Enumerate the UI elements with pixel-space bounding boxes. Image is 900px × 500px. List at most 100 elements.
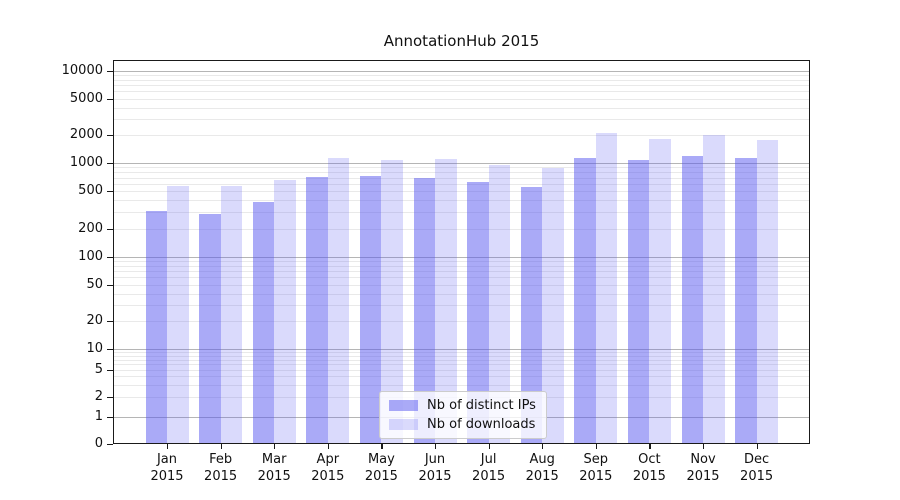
minor-gridline (113, 359, 810, 361)
x-tick-mark (435, 444, 437, 449)
y-tick-label: 5 (94, 361, 103, 377)
minor-gridline (113, 364, 810, 366)
minor-gridline (113, 98, 810, 100)
y-tick-label: 1 (94, 409, 103, 424)
x-tick-label: Apr 2015 (311, 452, 345, 484)
y-tick-mark (107, 191, 113, 193)
minor-gridline (113, 305, 810, 307)
minor-gridline (113, 75, 810, 77)
minor-gridline (113, 352, 810, 354)
x-tick-label: Aug 2015 (525, 452, 559, 484)
bar-downloads-oct (649, 139, 671, 444)
bar-downloads-dec (756, 140, 779, 444)
major-gridline (113, 163, 810, 164)
bar-distinct-ips-oct (627, 160, 650, 444)
x-tick-label: Jun 2015 (418, 452, 452, 484)
y-tick-label: 10000 (61, 63, 103, 78)
legend-label-distinct-ips: Nb of distinct IPs (427, 398, 536, 413)
y-tick-mark (107, 163, 113, 165)
bar-downloads-may (381, 159, 403, 444)
plot-area: Nb of distinct IPs Nb of downloads (113, 60, 810, 444)
y-tick-label: 1000 (69, 155, 103, 170)
x-tick-mark (649, 444, 651, 449)
legend-swatch-distinct-ips (389, 400, 418, 411)
minor-gridline (113, 172, 810, 174)
y-tick-mark (107, 284, 113, 286)
bar-downloads-mar (274, 180, 296, 444)
x-tick-mark (542, 444, 544, 449)
minor-gridline (113, 355, 810, 357)
x-tick-mark (381, 444, 383, 449)
y-tick-mark (107, 396, 113, 398)
major-gridline (113, 257, 810, 258)
x-tick-mark (274, 444, 276, 449)
y-tick-mark (107, 98, 113, 100)
minor-gridline (113, 228, 810, 230)
bar-distinct-ips-jun (413, 177, 435, 444)
bar-downloads-sep (595, 133, 618, 444)
x-tick-label: Feb 2015 (204, 452, 238, 484)
minor-gridline (113, 261, 810, 263)
y-tick-label: 100 (78, 249, 103, 264)
minor-gridline (113, 191, 810, 193)
major-gridline (113, 71, 810, 72)
bar-downloads-jan (167, 186, 189, 444)
legend: Nb of distinct IPs Nb of downloads (379, 391, 547, 439)
x-tick-label: Mar 2015 (257, 452, 291, 484)
bar-downloads-nov (703, 135, 725, 444)
minor-gridline (113, 183, 810, 185)
x-tick-mark (488, 444, 490, 449)
x-tick-mark (703, 444, 705, 449)
y-tick-mark (107, 321, 113, 323)
legend-swatch-downloads (389, 419, 418, 430)
x-tick-label: Jan 2015 (150, 452, 184, 484)
minor-gridline (113, 85, 810, 87)
major-gridline (113, 349, 810, 350)
y-tick-label: 20 (86, 313, 103, 329)
y-tick-mark (107, 257, 113, 259)
x-tick-label: May 2015 (364, 452, 398, 484)
chart-title: AnnotationHub 2015 (383, 32, 540, 50)
x-tick-mark (167, 444, 169, 449)
legend-label-downloads: Nb of downloads (427, 417, 536, 432)
x-tick-label: Oct 2015 (632, 452, 666, 484)
y-tick-label: 200 (78, 220, 103, 236)
bar-distinct-ips-jul (467, 181, 489, 444)
bar-distinct-ips-mar (252, 202, 275, 444)
minor-gridline (113, 212, 810, 214)
minor-gridline (113, 79, 810, 81)
bar-downloads-feb (220, 186, 243, 444)
minor-gridline (113, 384, 810, 386)
bar-downloads-jun (435, 158, 457, 444)
x-tick-label: Sep 2015 (579, 452, 613, 484)
y-tick-mark (107, 349, 113, 351)
bar-downloads-jul (488, 164, 511, 444)
x-tick-mark (756, 444, 758, 449)
x-tick-label: Jul 2015 (472, 452, 506, 484)
minor-gridline (113, 135, 810, 137)
minor-gridline (113, 271, 810, 273)
minor-gridline (113, 321, 810, 323)
minor-gridline (113, 277, 810, 279)
minor-gridline (113, 167, 810, 169)
y-tick-label: 50 (86, 276, 103, 292)
minor-gridline (113, 119, 810, 121)
y-tick-label: 2000 (69, 127, 103, 143)
minor-gridline (113, 284, 810, 286)
bar-downloads-aug (542, 168, 564, 444)
bar-distinct-ips-dec (735, 158, 757, 444)
bar-distinct-ips-nov (681, 155, 703, 444)
bar-downloads-apr (327, 158, 350, 444)
y-tick-mark (107, 71, 113, 73)
y-tick-label: 0 (94, 436, 103, 451)
y-tick-mark (107, 228, 113, 230)
x-tick-label: Nov 2015 (686, 452, 720, 484)
bar-distinct-ips-may (359, 176, 382, 444)
x-tick-mark (327, 444, 329, 449)
legend-item-distinct-ips: Nb of distinct IPs (389, 398, 536, 413)
minor-gridline (113, 107, 810, 109)
minor-gridline (113, 177, 810, 179)
x-tick-mark (220, 444, 222, 449)
minor-gridline (113, 91, 810, 93)
